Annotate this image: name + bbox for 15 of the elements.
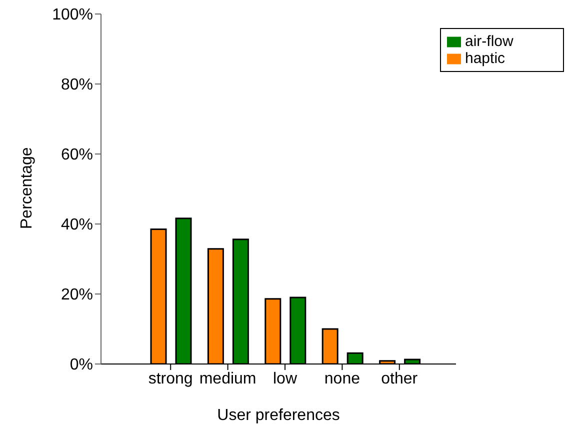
x-axis-title: User preferences bbox=[217, 407, 340, 424]
x-tick-label: strong bbox=[148, 370, 193, 388]
y-tick-label: 0% bbox=[70, 356, 93, 374]
y-axis-title: Percentage bbox=[18, 147, 36, 229]
legend-label: air-flow bbox=[465, 33, 514, 50]
x-tick-label: medium bbox=[199, 370, 256, 388]
x-tick-label: other bbox=[381, 370, 418, 388]
legend-label: haptic bbox=[465, 50, 506, 67]
y-tick-label: 100% bbox=[52, 6, 93, 24]
y-tick-label: 60% bbox=[60, 146, 93, 164]
y-tick-label: 20% bbox=[60, 286, 93, 304]
y-tick-label: 40% bbox=[60, 216, 93, 234]
y-tick-label: 80% bbox=[60, 76, 93, 94]
x-tick-label: none bbox=[324, 370, 360, 388]
x-tick-label: low bbox=[272, 370, 298, 388]
